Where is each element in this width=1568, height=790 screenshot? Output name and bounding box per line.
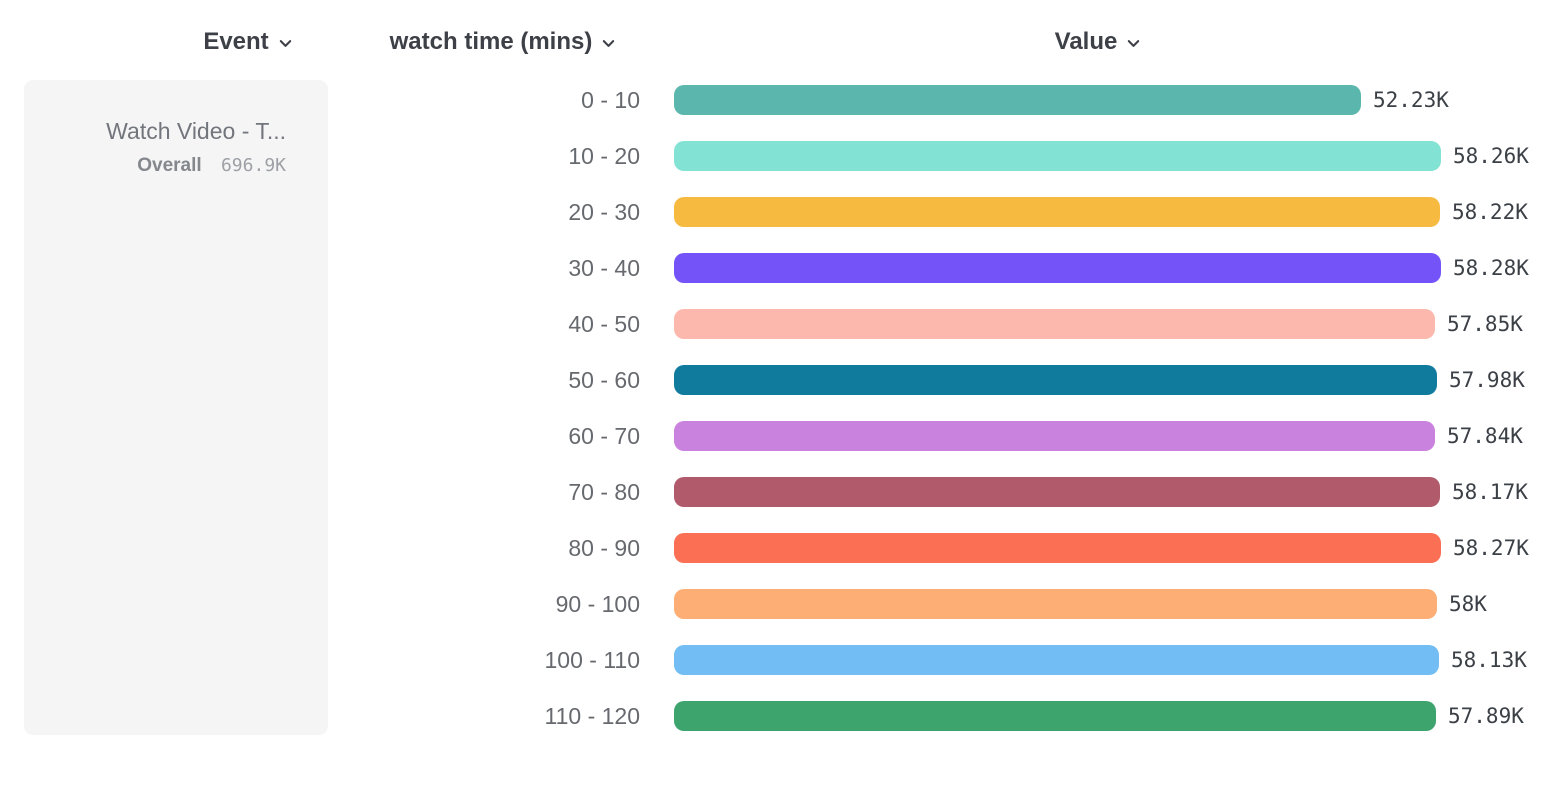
bucket-label: 80 - 90 (568, 535, 640, 561)
bucket-label: 90 - 100 (555, 591, 640, 617)
chart-row: 20 - 30 58.22K (0, 197, 1568, 227)
bucket-label: 70 - 80 (568, 479, 640, 505)
bar-value-label: 57.85K (1447, 312, 1523, 336)
breakdown-column-header[interactable]: watch time (mins) (378, 26, 628, 58)
chart-row: 60 - 70 57.84K (0, 421, 1568, 451)
bar-segment[interactable] (674, 645, 1439, 675)
bar-segment[interactable] (674, 309, 1435, 339)
bar-segment[interactable] (674, 365, 1437, 395)
bucket-label: 0 - 10 (581, 87, 640, 113)
bar-segment[interactable] (674, 85, 1361, 115)
chart-row: 80 - 90 58.27K (0, 533, 1568, 563)
chart-row: 0 - 10 52.23K (0, 85, 1568, 115)
bar-segment[interactable] (674, 253, 1441, 283)
chart-row: 90 - 100 58K (0, 589, 1568, 619)
chevron-down-icon (601, 36, 616, 51)
chevron-down-icon (278, 36, 293, 51)
bar-segment[interactable] (674, 701, 1436, 731)
bucket-label: 110 - 120 (544, 703, 640, 729)
bar-value-label: 58.26K (1453, 144, 1529, 168)
bar-segment[interactable] (674, 589, 1437, 619)
bar-value-label: 57.89K (1448, 704, 1524, 728)
bar-value-label: 57.98K (1449, 368, 1525, 392)
bucket-label: 100 - 110 (544, 647, 640, 673)
bar-value-label: 58.22K (1452, 200, 1528, 224)
chart-row: 50 - 60 57.98K (0, 365, 1568, 395)
chart-row: 70 - 80 58.17K (0, 477, 1568, 507)
chart-row: 30 - 40 58.28K (0, 253, 1568, 283)
event-card-content: Watch Video - T... Overall 696.9K (24, 80, 328, 178)
chart-row: 100 - 110 58.13K (0, 645, 1568, 675)
bucket-label: 40 - 50 (568, 311, 640, 337)
event-column-header[interactable]: Event (148, 26, 348, 58)
bar-segment[interactable] (674, 477, 1440, 507)
bucket-label: 10 - 20 (568, 143, 640, 169)
bar-segment[interactable] (674, 141, 1441, 171)
event-card[interactable]: Watch Video - T... Overall 696.9K (24, 80, 328, 735)
event-overall-row: Overall 696.9K (44, 154, 286, 178)
overall-label: Overall (137, 155, 202, 176)
bucket-label: 30 - 40 (568, 255, 640, 281)
bar-value-label: 57.84K (1447, 424, 1523, 448)
event-title: Watch Video - T... (106, 118, 286, 144)
value-column-header[interactable]: Value (998, 26, 1198, 58)
bar-value-label: 52.23K (1373, 88, 1449, 112)
bar-value-label: 58.17K (1452, 480, 1528, 504)
chart-row: 110 - 120 57.89K (0, 701, 1568, 731)
bar-segment[interactable] (674, 533, 1441, 563)
bar-value-label: 58.27K (1453, 536, 1529, 560)
bucket-label: 60 - 70 (568, 423, 640, 449)
overall-value: 696.9K (220, 155, 286, 176)
bar-segment[interactable] (674, 197, 1440, 227)
bar-value-label: 58.13K (1451, 648, 1527, 672)
breakdown-column-label: watch time (mins) (389, 28, 593, 55)
chart-row: 10 - 20 58.26K (0, 141, 1568, 171)
bar-value-label: 58K (1449, 592, 1487, 616)
bucket-label: 50 - 60 (568, 367, 640, 393)
chevron-down-icon (1126, 36, 1141, 51)
chart-row: 40 - 50 57.85K (0, 309, 1568, 339)
bar-value-label: 58.28K (1453, 256, 1529, 280)
bucket-label: 20 - 30 (568, 199, 640, 225)
value-column-label: Value (1054, 28, 1118, 55)
event-column-label: Event (203, 28, 269, 55)
bar-segment[interactable] (674, 421, 1435, 451)
